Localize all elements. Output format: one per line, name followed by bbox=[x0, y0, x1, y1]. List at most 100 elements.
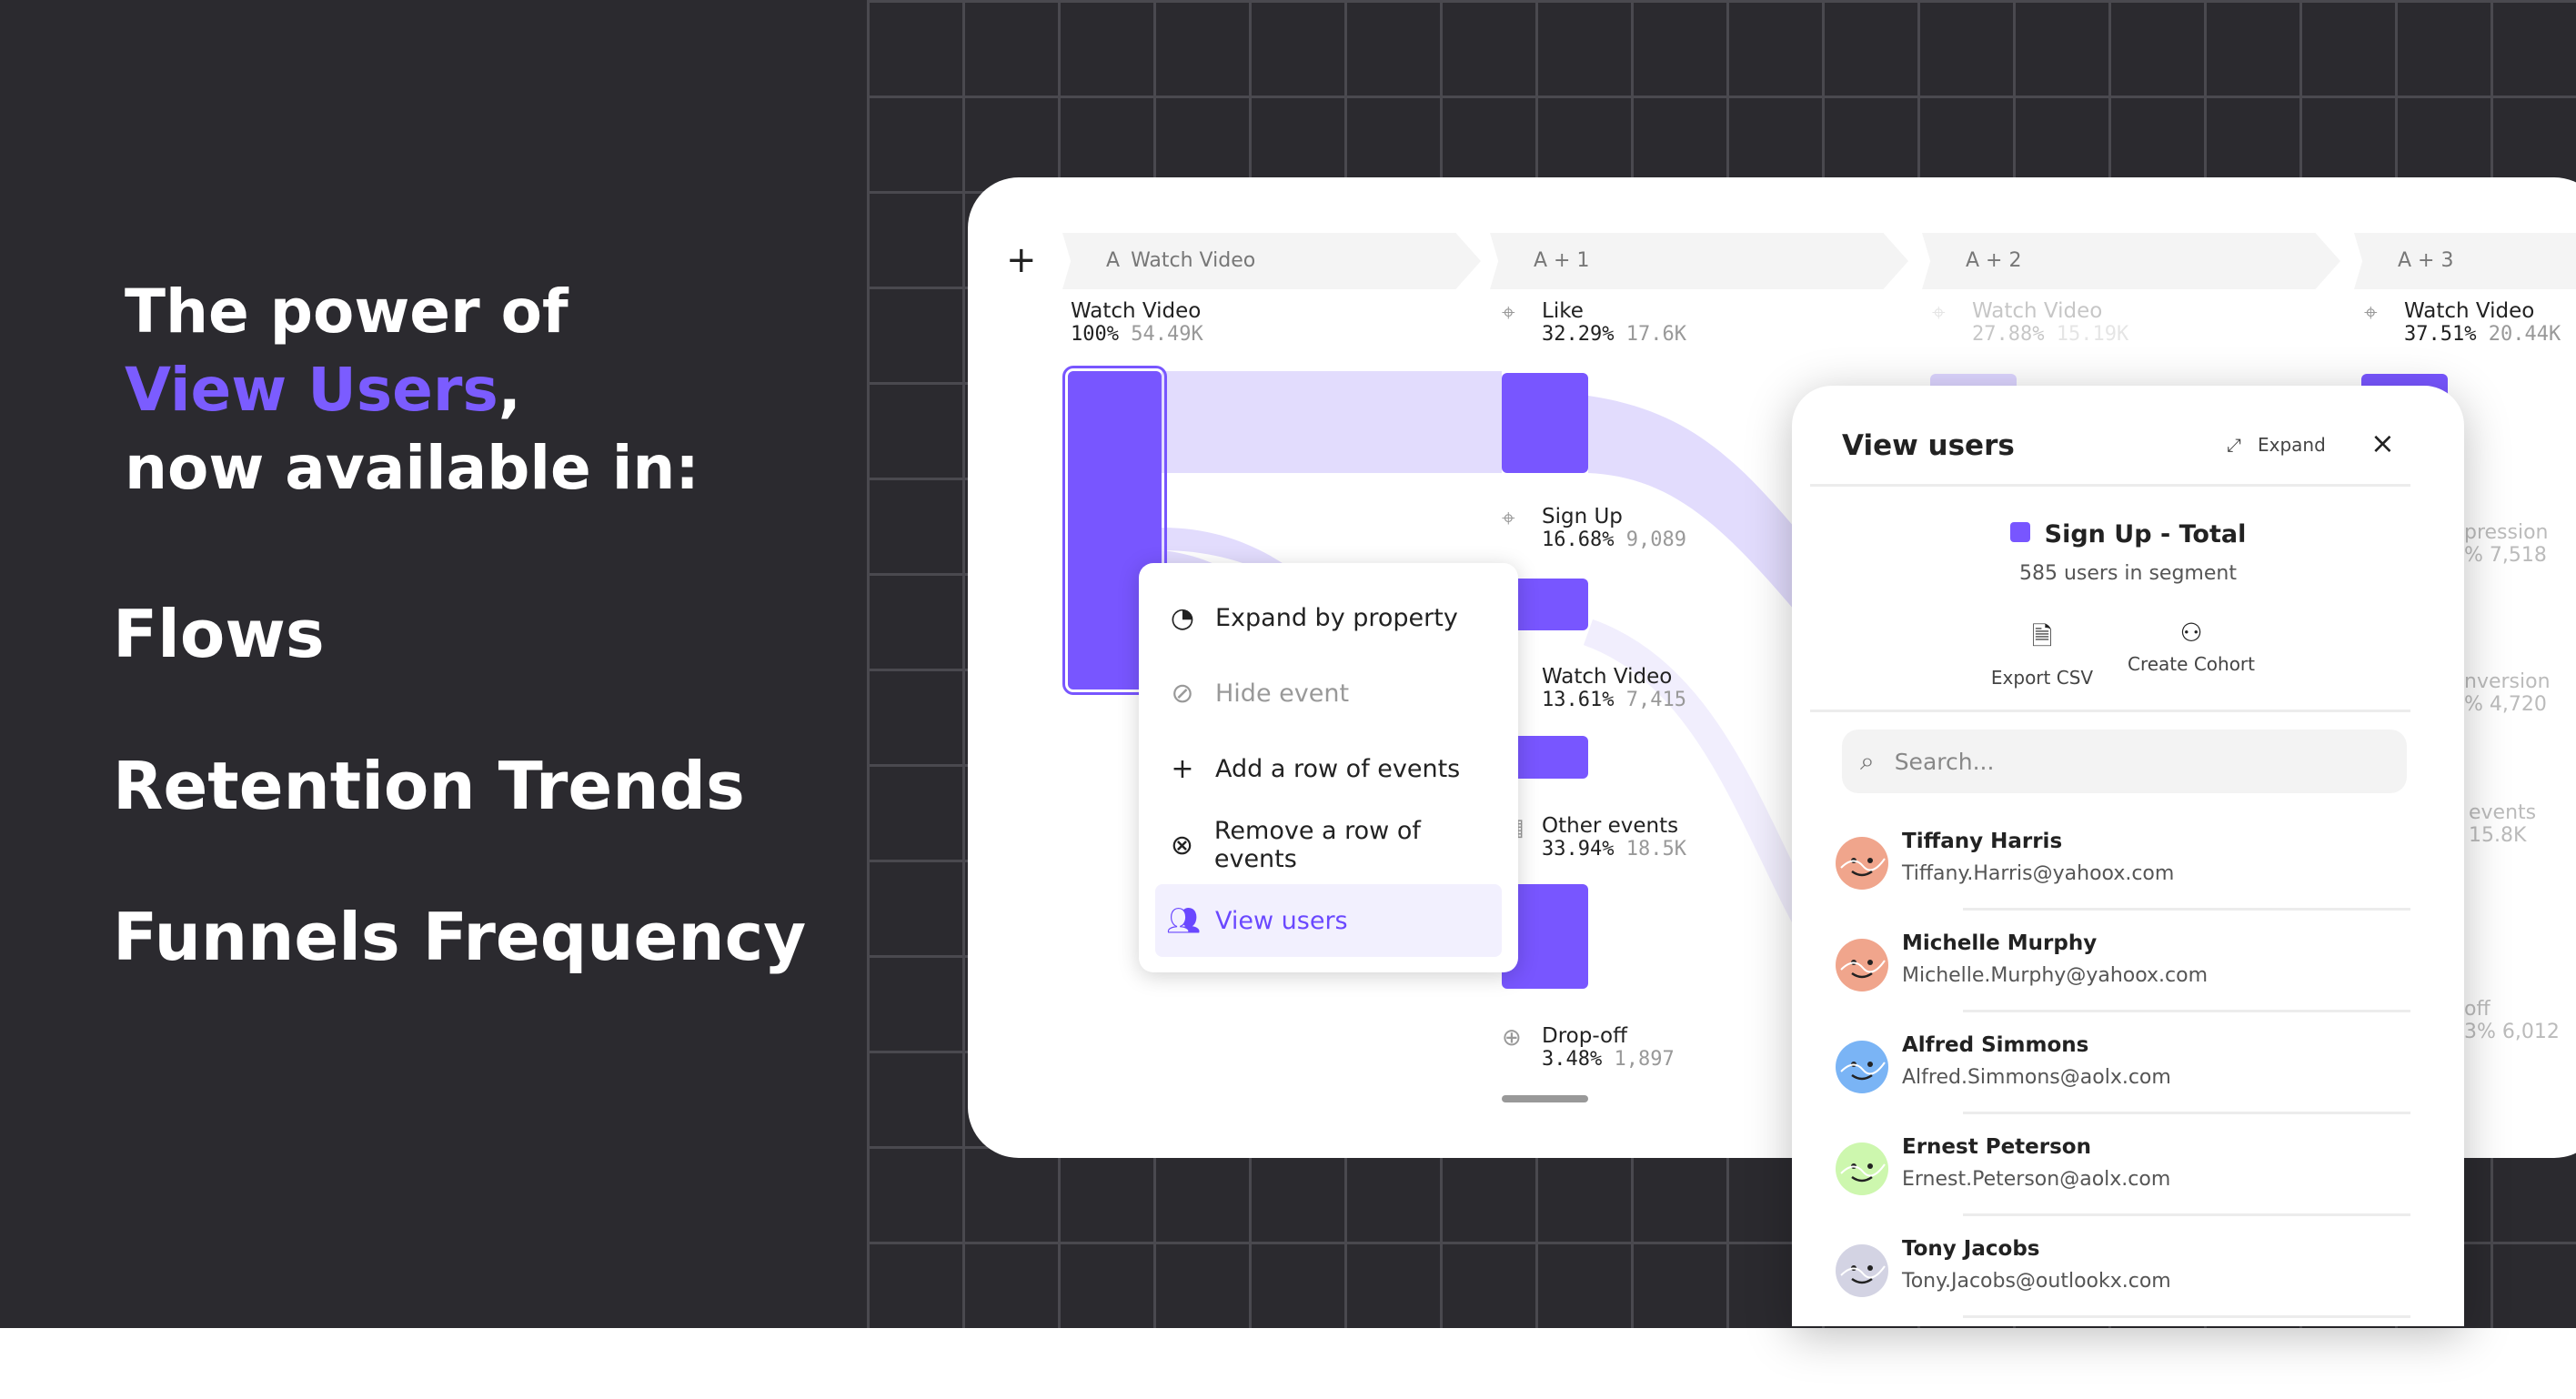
node-name: Watch Video bbox=[1071, 299, 1202, 323]
column-label: Watch Video bbox=[1131, 249, 1256, 272]
column-header-a1[interactable]: A + 1 bbox=[1490, 233, 1908, 289]
users-icon: 👥︎ bbox=[1166, 904, 1202, 937]
node-a2-watch-video[interactable]: ⌖ Watch Video 27.88% 15.19K bbox=[1932, 299, 2128, 346]
hero-line-1: The power of bbox=[125, 277, 569, 347]
search-input[interactable]: ⌕ Search... bbox=[1842, 730, 2407, 793]
avatar bbox=[1836, 1244, 1888, 1297]
node-name: Watch Video bbox=[2404, 299, 2535, 323]
segment-color-swatch bbox=[2009, 522, 2030, 542]
user-email: Ernest.Peterson@aolx.com bbox=[1902, 1168, 2171, 1191]
node-count: 9,089 bbox=[1625, 528, 1686, 551]
node-name: Other events bbox=[1542, 814, 1679, 838]
column-prefix: A bbox=[1106, 249, 1121, 272]
column-header-a3[interactable]: A + 3 bbox=[2354, 233, 2576, 289]
product-flows: Flows bbox=[113, 596, 325, 672]
node-pct: 3.48% bbox=[1542, 1048, 1603, 1071]
cohort-icon: ⚇ bbox=[2179, 618, 2203, 648]
search-placeholder: Search... bbox=[1894, 748, 1995, 775]
node-name: Watch Video bbox=[1542, 665, 1673, 689]
expand-property-icon: ◔ bbox=[1170, 601, 1195, 634]
node-pct: 16.68% bbox=[1542, 528, 1615, 551]
ribbon-like-onward bbox=[1588, 396, 1859, 687]
avatar bbox=[1836, 1142, 1888, 1195]
create-cohort-button[interactable]: ⚇ Create Cohort bbox=[2118, 618, 2264, 675]
horizontal-scrollbar[interactable] bbox=[1502, 1095, 1588, 1102]
search-icon: ⌕ bbox=[1860, 746, 1875, 776]
node-count: 18.5K bbox=[1625, 838, 1686, 861]
avatar bbox=[1836, 1041, 1888, 1093]
column-header-a2[interactable]: A + 2 bbox=[1922, 233, 2340, 289]
node-count: 7,415 bbox=[1625, 689, 1686, 711]
menu-item-hide-event[interactable]: ⊘ Hide event bbox=[1155, 657, 1502, 730]
csv-file-icon: 🗎 bbox=[2031, 621, 2053, 651]
node-a1-item[interactable]: ⌖ Like 32.29% 17.6K bbox=[1502, 299, 1686, 346]
node-a1-item[interactable]: ▦ Other events 33.94% 18.5K bbox=[1502, 814, 1686, 861]
plus-icon: + bbox=[1171, 752, 1194, 785]
product-funnels-frequency: Funnels Frequency bbox=[113, 899, 807, 975]
divider bbox=[1810, 484, 2410, 487]
node-pct: 27.88% bbox=[1972, 323, 2045, 346]
user-name: Alfred Simmons bbox=[1902, 1033, 2089, 1057]
ribbon-to-signup bbox=[1162, 528, 1502, 741]
node-pct: 37.51% bbox=[2404, 323, 2477, 346]
menu-label: Hide event bbox=[1215, 679, 1350, 708]
node-name: Sign Up bbox=[1542, 505, 1623, 528]
expand-button[interactable]: ⤢ Expand bbox=[2227, 434, 2326, 456]
segment-title: Sign Up - Total bbox=[1792, 520, 2464, 549]
hero-line-3: now available in: bbox=[125, 433, 699, 503]
fragment-node: off 3% 6,012 bbox=[2464, 998, 2560, 1043]
fragment-node: events 15.8K bbox=[2469, 801, 2537, 847]
user-row[interactable]: Tony Jacobs Tony.Jacobs@outlookx.com bbox=[1792, 1237, 2464, 1346]
menu-label: Add a row of events bbox=[1215, 754, 1461, 783]
cursor-click-icon: ⌖ bbox=[1932, 299, 1946, 327]
fragment-node: nversion% 4,720 bbox=[2464, 670, 2551, 716]
bar-a1-item[interactable] bbox=[1502, 373, 1588, 473]
hero-line-2: View Users, bbox=[125, 351, 521, 429]
export-csv-button[interactable]: 🗎 Export CSV bbox=[1987, 618, 2097, 689]
user-name: Ernest Peterson bbox=[1902, 1135, 2091, 1159]
panel-title: View users bbox=[1842, 429, 2015, 462]
node-count: 17.6K bbox=[1625, 323, 1686, 346]
user-row[interactable]: Alfred Simmons Alfred.Simmons@aolx.com bbox=[1792, 1033, 2464, 1142]
divider bbox=[1963, 1112, 2410, 1114]
user-email: Michelle.Murphy@yahoox.com bbox=[1902, 964, 2209, 987]
avatar bbox=[1836, 837, 1888, 890]
node-pct: 13.61% bbox=[1542, 689, 1615, 711]
node-name: Like bbox=[1542, 299, 1584, 323]
node-count: 1,897 bbox=[1614, 1048, 1675, 1071]
menu-item-view-users[interactable]: 👥︎ View users bbox=[1155, 884, 1502, 957]
user-row[interactable]: Ernest Peterson Ernest.Peterson@aolx.com bbox=[1792, 1135, 2464, 1244]
user-email: Alfred.Simmons@aolx.com bbox=[1902, 1066, 2171, 1089]
cohort-label: Create Cohort bbox=[2128, 653, 2255, 675]
node-count: 15.19K bbox=[2056, 323, 2129, 346]
node-a1-item[interactable]: ⊕ Drop-off 3.48% 1,897 bbox=[1502, 1024, 1675, 1071]
hero-comma: , bbox=[498, 355, 521, 425]
node-pct: 32.29% bbox=[1542, 323, 1615, 346]
avatar bbox=[1836, 939, 1888, 991]
node-pct: 100% bbox=[1071, 323, 1119, 346]
node-a1-item[interactable]: ⌖ Watch Video 13.61% 7,415 bbox=[1502, 665, 1686, 711]
menu-item-remove-row[interactable]: ⊗ Remove a row of events bbox=[1155, 809, 1502, 881]
menu-label: Expand by property bbox=[1215, 603, 1458, 632]
user-row[interactable]: Tiffany Harris Tiffany.Harris@yahoox.com bbox=[1792, 830, 2464, 939]
ribbon-to-like bbox=[1162, 371, 1502, 473]
export-label: Export CSV bbox=[1990, 667, 2094, 689]
node-a1-item[interactable]: ⌖ Sign Up 16.68% 9,089 bbox=[1502, 505, 1686, 551]
cursor-click-icon: ⌖ bbox=[1502, 299, 1515, 327]
menu-item-expand-by-property[interactable]: ◔ Expand by property bbox=[1155, 581, 1502, 654]
user-name: Michelle Murphy bbox=[1902, 931, 2098, 955]
expand-arrows-icon: ⤢ bbox=[2227, 434, 2241, 456]
node-name: Drop-off bbox=[1542, 1024, 1627, 1048]
node-a3-watch-video[interactable]: ⌖ Watch Video 37.51% 20.44K bbox=[2364, 299, 2561, 346]
user-email: Tiffany.Harris@yahoox.com bbox=[1902, 862, 2175, 885]
close-icon[interactable]: × bbox=[2370, 426, 2395, 460]
user-name: Tony Jacobs bbox=[1902, 1237, 2040, 1261]
menu-item-add-row[interactable]: + Add a row of events bbox=[1155, 732, 1502, 805]
arrow-down-circle-icon: ⊕ bbox=[1502, 1024, 1522, 1052]
hero-accent: View Users bbox=[125, 355, 498, 425]
add-step-button[interactable]: + bbox=[1006, 239, 1037, 281]
node-name: Watch Video bbox=[1972, 299, 2103, 323]
node-a-watch-video[interactable]: Watch Video 100% 54.49K bbox=[1071, 299, 1203, 346]
column-header-a[interactable]: A Watch Video bbox=[1062, 233, 1481, 289]
user-row[interactable]: Michelle Murphy Michelle.Murphy@yahoox.c… bbox=[1792, 931, 2464, 1041]
